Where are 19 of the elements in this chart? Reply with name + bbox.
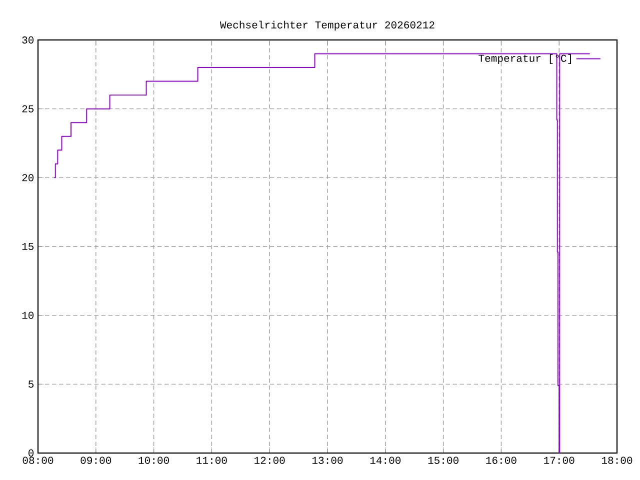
x-tick-label: 13:00 xyxy=(312,456,343,464)
y-tick-label: 25 xyxy=(22,105,34,112)
x-tick-label: 12:00 xyxy=(254,456,285,464)
x-tick-label: 17:00 xyxy=(544,456,574,464)
x-tick-label: 09:00 xyxy=(80,456,112,464)
y-tick-label: 5 xyxy=(28,380,34,388)
chart-title: Wechselrichter Temperatur 20260212 xyxy=(220,20,434,31)
x-tick-label: 08:00 xyxy=(22,456,54,464)
y-tick-label: 20 xyxy=(22,174,34,182)
y-tick-label: 30 xyxy=(22,36,34,44)
y-tick-label: 0 xyxy=(28,449,34,457)
x-tick-label: 16:00 xyxy=(486,456,516,464)
y-tick-label: 15 xyxy=(22,242,34,250)
x-tick-label: 11:00 xyxy=(196,456,227,464)
x-tick-label: 18:00 xyxy=(602,456,632,464)
x-tick-label: 14:00 xyxy=(370,456,401,464)
y-tick-label: 10 xyxy=(22,312,34,319)
x-tick-label: 10:00 xyxy=(138,456,169,464)
x-tick-label: 15:00 xyxy=(428,456,458,464)
